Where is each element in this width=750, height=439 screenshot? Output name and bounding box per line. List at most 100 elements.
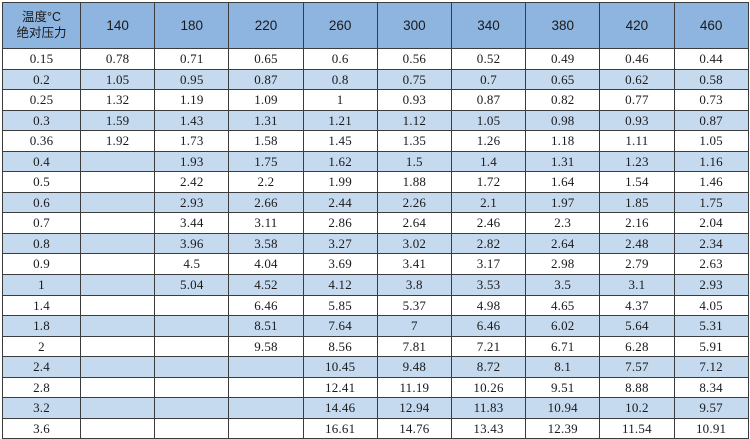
- data-cell: 6.02: [525, 315, 601, 337]
- data-cell: 2.66: [228, 191, 304, 214]
- data-cell: 10.2: [599, 397, 675, 419]
- data-cell: 9.51: [525, 376, 601, 399]
- data-cell: 1.11: [599, 130, 675, 152]
- data-cell: 6.46: [228, 294, 304, 317]
- data-cell: [228, 376, 304, 399]
- data-cell: 12.94: [376, 397, 452, 419]
- data-cell: 0.65: [525, 68, 601, 91]
- data-cell: 5.31: [673, 315, 749, 337]
- data-cell: [79, 150, 156, 173]
- data-cell: 0.78: [79, 48, 156, 70]
- data-cell: 1.46: [673, 171, 749, 193]
- data-cell: [79, 232, 156, 255]
- row-header-cell: 0.4: [2, 150, 81, 173]
- row-header-cell: 0.9: [2, 253, 81, 276]
- data-cell: 3.8: [376, 274, 452, 296]
- data-cell: 8.51: [228, 315, 304, 337]
- data-cell: 9.48: [376, 356, 452, 378]
- table-row: 0.6 2.93 2.66 2.44 2.26 2.1 1.97 1.85 1.75: [2, 191, 749, 214]
- data-cell: [79, 274, 156, 296]
- data-cell: [154, 335, 230, 358]
- data-cell: [79, 417, 156, 439]
- data-cell: 1.72: [450, 171, 527, 193]
- data-cell: 1.05: [450, 109, 527, 132]
- data-cell: 2.34: [673, 232, 749, 255]
- data-cell: 1.23: [599, 150, 675, 173]
- data-cell: 0.58: [673, 68, 749, 91]
- table-row: 0.36 1.92 1.73 1.58 1.45 1.35 1.26 1.18 1.11 1.05: [2, 130, 749, 152]
- data-cell: 0.71: [154, 48, 230, 70]
- data-cell: 5.91: [673, 335, 749, 358]
- row-header-cell: 2.8: [2, 376, 81, 399]
- data-cell: 0.8: [302, 68, 378, 91]
- data-cell: [79, 253, 156, 276]
- data-cell: [79, 294, 156, 317]
- row-header-cell: 0.3: [2, 109, 81, 132]
- data-cell: 9.57: [673, 397, 749, 419]
- row-header-cell: 3.2: [2, 397, 81, 419]
- column-header-300: 300: [376, 2, 452, 49]
- data-cell: 0.52: [450, 48, 527, 70]
- data-cell: 2.98: [525, 253, 601, 276]
- data-cell: 0.87: [228, 68, 304, 91]
- data-cell: 0.87: [673, 109, 749, 132]
- data-cell: [154, 315, 230, 337]
- data-cell: 1.73: [154, 130, 230, 152]
- data-cell: 1.54: [599, 171, 675, 193]
- row-header-cell: 0.36: [2, 130, 81, 152]
- table-row: 3.2 14.46 12.94 11.83 10.94 10.2 9.57: [2, 397, 749, 419]
- column-header-380: 380: [525, 2, 601, 49]
- data-cell: [228, 397, 304, 419]
- row-header-cell: 0.8: [2, 232, 81, 255]
- data-cell: 10.91: [673, 417, 749, 439]
- data-cell: 1.75: [673, 191, 749, 214]
- data-cell: 0.75: [376, 68, 452, 91]
- data-cell: [79, 315, 156, 337]
- data-cell: 4.04: [228, 253, 304, 276]
- data-cell: 5.04: [154, 274, 230, 296]
- row-header-cell: 1.8: [2, 315, 81, 337]
- data-cell: 1.35: [376, 130, 452, 152]
- data-cell: 0.73: [673, 89, 749, 111]
- data-cell: 3.11: [228, 212, 304, 234]
- row-header-cell: 3.6: [2, 417, 81, 439]
- data-cell: 0.44: [673, 48, 749, 70]
- data-cell: 4.05: [673, 294, 749, 317]
- data-cell: 8.56: [302, 335, 378, 358]
- data-cell: 0.95: [154, 68, 230, 91]
- data-cell: 4.5: [154, 253, 230, 276]
- data-cell: 14.76: [376, 417, 452, 439]
- data-cell: 1.58: [228, 130, 304, 152]
- data-cell: 3.53: [450, 274, 527, 296]
- data-cell: 1.12: [376, 109, 452, 132]
- data-cell: 3.96: [154, 232, 230, 255]
- data-cell: [79, 191, 156, 214]
- table-body: 0.15 0.78 0.71 0.65 0.6 0.56 0.52 0.49 0.46 0.44 0…: [2, 48, 749, 439]
- data-cell: 3.1: [599, 274, 675, 296]
- table-row: 0.4 1.93 1.75 1.62 1.5 1.4 1.31 1.23 1.16: [2, 150, 749, 173]
- data-cell: 2.64: [376, 212, 452, 234]
- table-row: 2.8 12.41 11.19 10.26 9.51 8.88 8.34: [2, 376, 749, 399]
- data-cell: 2.2: [228, 171, 304, 193]
- data-cell: 1.97: [525, 191, 601, 214]
- data-cell: 4.98: [450, 294, 527, 317]
- data-cell: 12.41: [302, 376, 378, 399]
- data-cell: 8.34: [673, 376, 749, 399]
- data-cell: 0.93: [376, 89, 452, 111]
- data-cell: 1.16: [673, 150, 749, 173]
- data-cell: 16.61: [302, 417, 378, 439]
- corner-header-line1: 温度°C: [21, 9, 62, 24]
- corner-header-line2: 绝对压力: [16, 25, 67, 40]
- data-cell: 3.44: [154, 212, 230, 234]
- data-cell: 2.3: [525, 212, 601, 234]
- data-cell: 0.65: [228, 48, 304, 70]
- table-row: 1.4 6.46 5.85 5.37 4.98 4.65 4.37 4.05: [2, 294, 749, 317]
- data-cell: 11.83: [450, 397, 527, 419]
- data-cell: 2.44: [302, 191, 378, 214]
- data-cell: 0.98: [525, 109, 601, 132]
- data-cell: 10.26: [450, 376, 527, 399]
- data-cell: 1.85: [599, 191, 675, 214]
- row-header-cell: 0.2: [2, 68, 81, 91]
- data-cell: 7.64: [302, 315, 378, 337]
- data-cell: 9.58: [228, 335, 304, 358]
